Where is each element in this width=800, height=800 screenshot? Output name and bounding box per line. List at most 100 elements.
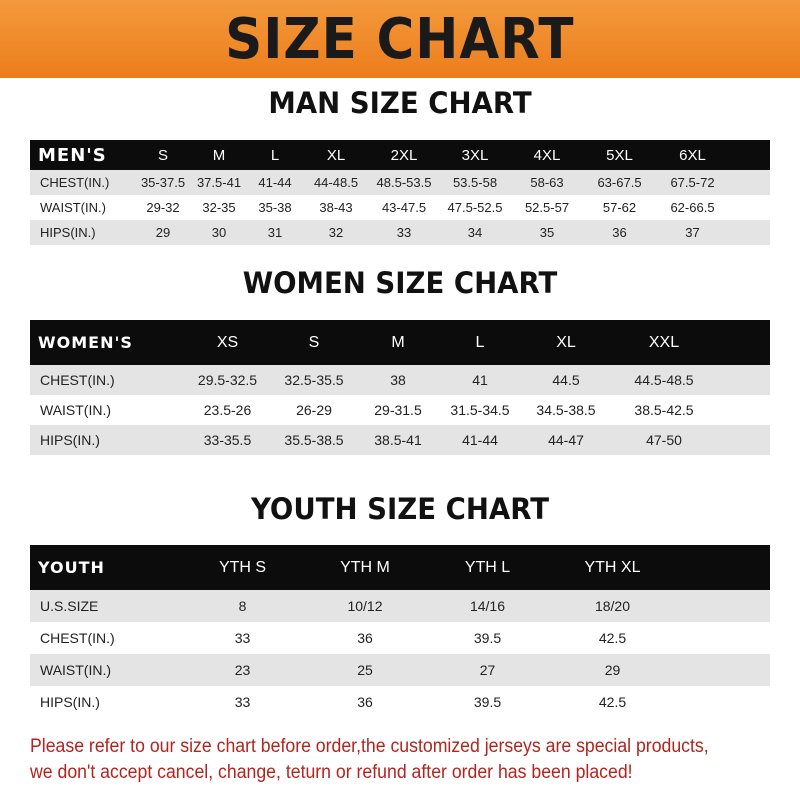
table-cell: 52.5-57 — [511, 195, 583, 220]
table-cell: 29 — [545, 654, 680, 686]
table-cell: 62-66.5 — [656, 195, 729, 220]
table-cell: 47.5-52.5 — [439, 195, 511, 220]
banner-title: SIZE CHART — [225, 6, 575, 72]
table-cell: 41-44 — [247, 170, 303, 195]
table-cell: 23.5-26 — [185, 395, 270, 425]
table-cell: 29-31.5 — [358, 395, 438, 425]
size-header: 3XL — [439, 140, 511, 170]
table-row: HIPS(IN.) 33-35.5 35.5-38.5 38.5-41 41-44 44-… — [30, 425, 770, 455]
table-cell: 25 — [300, 654, 430, 686]
table-cell: 63-67.5 — [583, 170, 656, 195]
header-row: MEN'S S M L XL 2XL 3XL 4XL 5XL 6XL — [30, 140, 770, 170]
table-cell: 33 — [369, 220, 439, 245]
row-filler — [729, 170, 770, 195]
table-cell: 44.5 — [522, 365, 610, 395]
table-cell: 38-43 — [303, 195, 369, 220]
table-cell: 53.5-58 — [439, 170, 511, 195]
size-header: S — [270, 320, 358, 365]
table-cell: 37.5-41 — [191, 170, 247, 195]
size-header: M — [358, 320, 438, 365]
youth-size-table: YOUTH YTH S YTH M YTH L YTH XL U.S.SIZE 8 10/12… — [30, 545, 770, 718]
table-cell: 42.5 — [545, 686, 680, 718]
table-cell: 67.5-72 — [656, 170, 729, 195]
notice-line: we don't accept cancel, change, teturn o… — [30, 762, 633, 783]
table-cell: 33-35.5 — [185, 425, 270, 455]
table-cell: 44-48.5 — [303, 170, 369, 195]
table-cell: 44.5-48.5 — [610, 365, 718, 395]
size-header: YTH XL — [545, 545, 680, 590]
row-filler — [680, 654, 770, 686]
table-cell: 43-47.5 — [369, 195, 439, 220]
size-header: XXL — [610, 320, 718, 365]
header-row: WOMEN'S XS S M L XL XXL — [30, 320, 770, 365]
table-cell: 38 — [358, 365, 438, 395]
row-label: WAIST(IN.) — [30, 195, 135, 220]
row-label: U.S.SIZE — [30, 590, 185, 622]
size-header: YTH S — [185, 545, 300, 590]
header-filler — [729, 140, 770, 170]
table-cell: 8 — [185, 590, 300, 622]
table-row: CHEST(IN.) 29.5-32.5 32.5-35.5 38 41 44.5 44.5… — [30, 365, 770, 395]
women-size-table: WOMEN'S XS S M L XL XXL CHEST(IN.) 29.5-32.5 32.5… — [30, 320, 770, 455]
row-label: HIPS(IN.) — [30, 425, 185, 455]
table-row: U.S.SIZE 8 10/12 14/16 18/20 — [30, 590, 770, 622]
table-cell: 34 — [439, 220, 511, 245]
table-row: WAIST(IN.) 23 25 27 29 — [30, 654, 770, 686]
row-filler — [680, 686, 770, 718]
row-label: HIPS(IN.) — [30, 686, 185, 718]
table-cell: 44-47 — [522, 425, 610, 455]
banner: SIZE CHART — [0, 0, 800, 78]
table-cell: 34.5-38.5 — [522, 395, 610, 425]
table-cell: 35-37.5 — [135, 170, 191, 195]
table-cell: 36 — [300, 622, 430, 654]
table-cell: 58-63 — [511, 170, 583, 195]
table-row: CHEST(IN.) 33 36 39.5 42.5 — [30, 622, 770, 654]
table-cell: 32-35 — [191, 195, 247, 220]
table-cell: 23 — [185, 654, 300, 686]
table-cell: 29 — [135, 220, 191, 245]
size-header: S — [135, 140, 191, 170]
table-header-label: YOUTH — [30, 545, 185, 590]
table-cell: 30 — [191, 220, 247, 245]
table-cell: 29.5-32.5 — [185, 365, 270, 395]
row-label: WAIST(IN.) — [30, 654, 185, 686]
table-row: WAIST(IN.) 29-32 32-35 35-38 38-43 43-47.5 47.… — [30, 195, 770, 220]
size-header: 4XL — [511, 140, 583, 170]
table-cell: 41 — [438, 365, 522, 395]
table-cell: 33 — [185, 622, 300, 654]
size-header: L — [438, 320, 522, 365]
row-filler — [718, 365, 770, 395]
table-header-label: MEN'S — [30, 140, 135, 170]
table-cell: 37 — [656, 220, 729, 245]
row-filler — [729, 195, 770, 220]
header-row: YOUTH YTH S YTH M YTH L YTH XL — [30, 545, 770, 590]
table-cell: 47-50 — [610, 425, 718, 455]
size-header: 5XL — [583, 140, 656, 170]
table-cell: 41-44 — [438, 425, 522, 455]
table-cell: 26-29 — [270, 395, 358, 425]
order-notice: Please refer to our size chart before or… — [30, 734, 737, 786]
table-cell: 29-32 — [135, 195, 191, 220]
table-cell: 35.5-38.5 — [270, 425, 358, 455]
size-header: YTH L — [430, 545, 545, 590]
size-header: 2XL — [369, 140, 439, 170]
notice-line: Please refer to our size chart before or… — [30, 736, 709, 757]
women-title: WOMEN SIZE CHART — [242, 266, 558, 300]
row-label: CHEST(IN.) — [30, 170, 135, 195]
table-cell: 31 — [247, 220, 303, 245]
table-cell: 35-38 — [247, 195, 303, 220]
table-cell: 48.5-53.5 — [369, 170, 439, 195]
table-row: HIPS(IN.) 29 30 31 32 33 34 35 36 37 — [30, 220, 770, 245]
table-cell: 36 — [300, 686, 430, 718]
table-cell: 10/12 — [300, 590, 430, 622]
table-cell: 31.5-34.5 — [438, 395, 522, 425]
table-header-label: WOMEN'S — [30, 320, 185, 365]
table-cell: 27 — [430, 654, 545, 686]
table-row: CHEST(IN.) 35-37.5 37.5-41 41-44 44-48.5 48.5… — [30, 170, 770, 195]
size-header: YTH M — [300, 545, 430, 590]
table-cell: 18/20 — [545, 590, 680, 622]
table-row: WAIST(IN.) 23.5-26 26-29 29-31.5 31.5-34.5 34… — [30, 395, 770, 425]
row-filler — [680, 590, 770, 622]
table-cell: 35 — [511, 220, 583, 245]
table-cell: 38.5-42.5 — [610, 395, 718, 425]
